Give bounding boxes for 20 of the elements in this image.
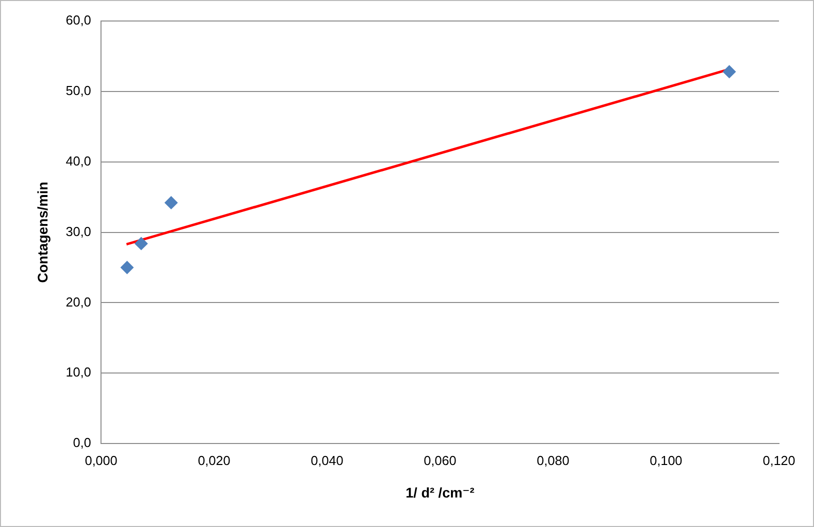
y-tick-label: 10,0 [66, 364, 92, 380]
y-tick-label: 20,0 [66, 294, 92, 310]
x-tick-label: 0,120 [762, 452, 796, 468]
point [722, 65, 736, 78]
y-tick-label: 40,0 [66, 153, 92, 168]
y-axis-title: Contagens/min [34, 182, 50, 283]
x-tick-label: 0,060 [424, 452, 456, 468]
x-tick-label: 0,040 [310, 452, 344, 468]
y-tick-label: 0,0 [73, 435, 92, 450]
x-tick-label: 0,020 [198, 452, 230, 468]
point [164, 196, 178, 210]
point [134, 237, 148, 250]
y-tick-label: 50,0 [66, 83, 92, 98]
y-tick-label: 30,0 [66, 224, 92, 239]
x-tick-label: 0,000 [84, 452, 118, 468]
x-tick-label: 0,080 [536, 452, 570, 468]
point [120, 261, 134, 274]
y-tick-label: 60,0 [66, 12, 92, 28]
x-tick-label: 0,100 [650, 452, 682, 468]
x-axis-title: 1/ d² /cm⁻² [406, 484, 475, 500]
